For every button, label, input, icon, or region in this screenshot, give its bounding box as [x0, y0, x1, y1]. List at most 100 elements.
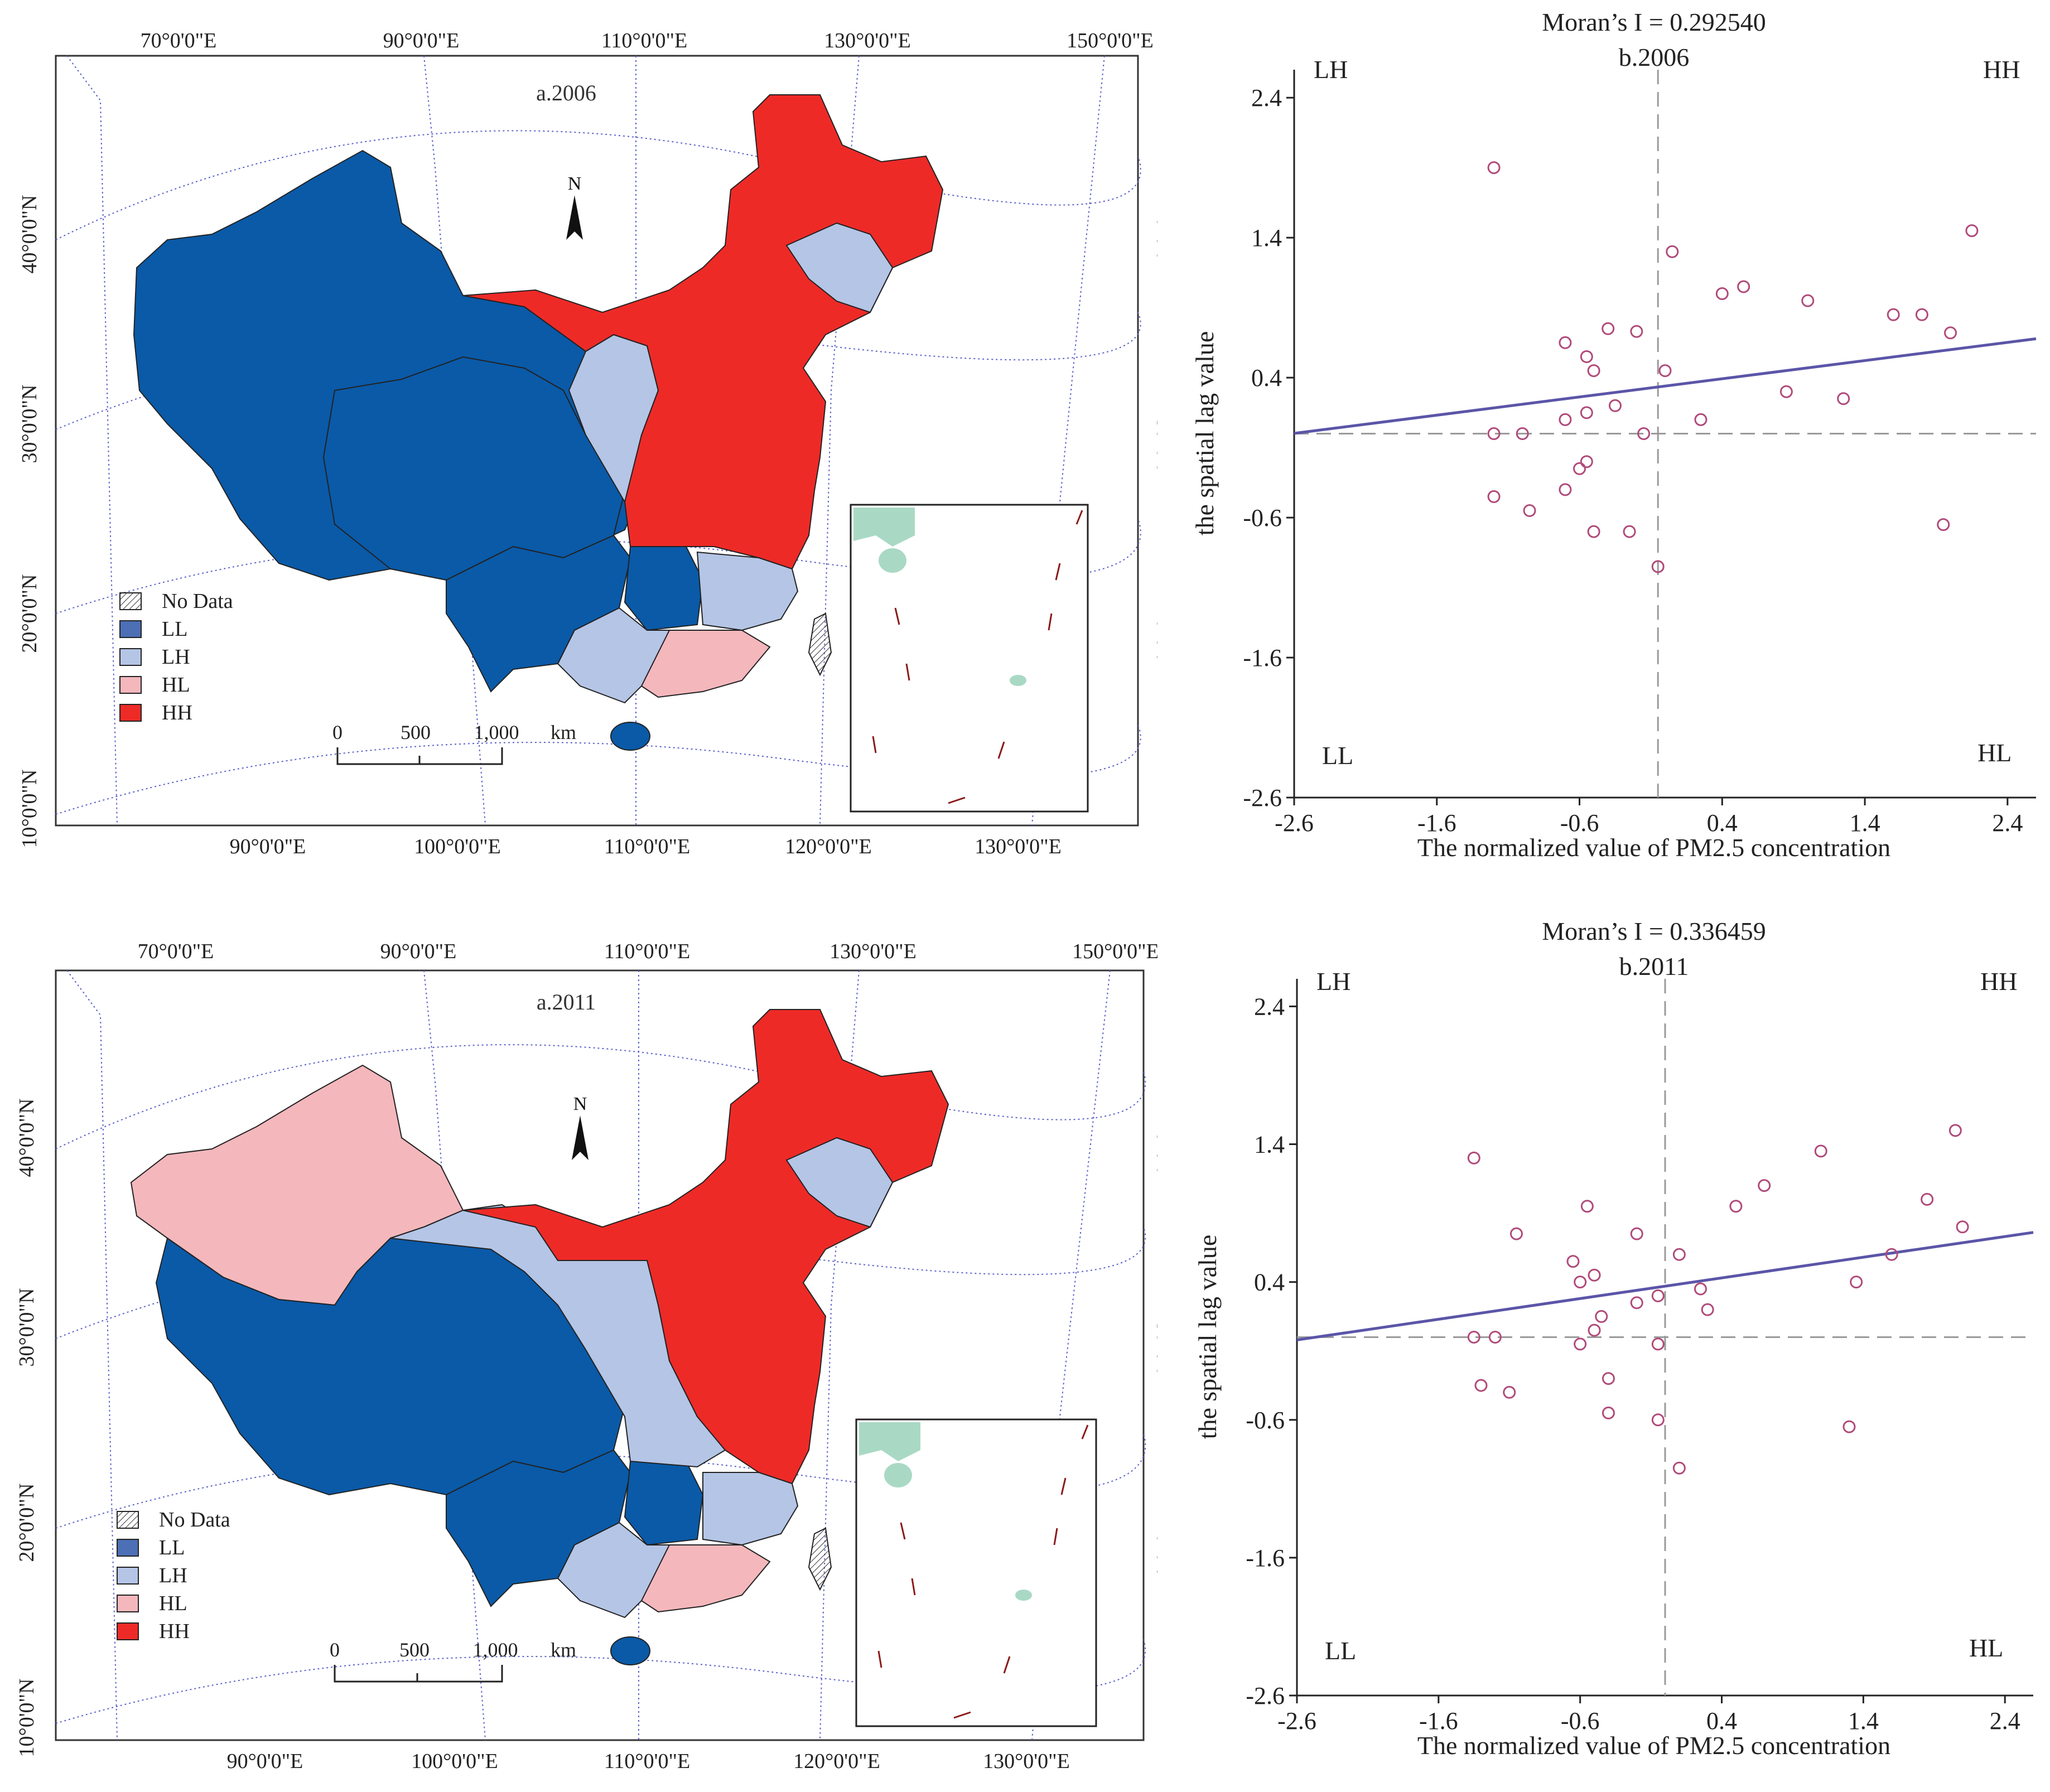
data-point	[1758, 1179, 1771, 1192]
map-svg-2006: N a.2006 No Data LL LH HL HH 0 500 1,000…	[18, 29, 1176, 858]
svg-text:110°0'0"E: 110°0'0"E	[601, 29, 687, 52]
data-point	[1580, 1200, 1594, 1213]
y-tick-label: 2.4	[1254, 993, 1285, 1020]
region-hainan	[610, 722, 650, 751]
y-tick-label: -0.6	[1246, 1407, 1285, 1434]
data-point	[1488, 1331, 1502, 1344]
region-south	[640, 1544, 771, 1613]
data-point	[1814, 1144, 1827, 1158]
legend-swatch-hh	[117, 1622, 139, 1640]
chart-marks: -2.6 -1.6 -0.6 0.4 1.4 2.4 2.4 1.4 0.4 -0.6 -1.6 -2…	[1243, 70, 2037, 837]
chart-marks: -2.6 -1.6 -0.6 0.4 1.4 2.4 2.4 1.4 0.4 -0.6 -1.6 -2…	[1246, 979, 2034, 1735]
data-point	[1779, 385, 1793, 398]
svg-text:40°0'0"N: 40°0'0"N	[1152, 1121, 1157, 1200]
region-hunan	[624, 546, 704, 631]
data-point	[1701, 1303, 1714, 1316]
x-tick-label: 2.4	[1990, 1707, 2020, 1735]
north-arrow: N	[566, 173, 583, 240]
left-lat-labels: 40°0'0"N 30°0'0"N 20°0'0"N 10°0'0"N	[18, 195, 41, 848]
y-axis-label: the spatial lag value	[1193, 1235, 1222, 1440]
bottom-lon-labels: 90°0'0"E 100°0'0"E 110°0'0"E 120°0'0"E 1…	[230, 835, 1062, 858]
legend-swatch-lh	[119, 648, 142, 666]
svg-text:120°0'0"E: 120°0'0"E	[785, 835, 872, 858]
south-china-sea-inset	[855, 1418, 1097, 1727]
region-hunan	[624, 1461, 704, 1546]
svg-text:130°0'0"E: 130°0'0"E	[975, 835, 1062, 858]
data-point	[1474, 1379, 1488, 1392]
top-lon-labels: 70°0'0"E 90°0'0"E 110°0'0"E 130°0'0"E 15…	[141, 29, 1154, 52]
left-lat-labels: 40°0'0"N 30°0'0"N 20°0'0"N 10°0'0"N	[15, 1099, 38, 1757]
legend-swatch-nodata	[119, 592, 142, 610]
data-point	[1602, 1372, 1615, 1385]
region-north	[462, 94, 944, 570]
quadrant-label-hh: HH	[1983, 55, 2020, 84]
x-tick-label: -2.6	[1277, 1707, 1316, 1735]
y-tick-label: -0.6	[1243, 504, 1282, 532]
svg-text:LH: LH	[162, 645, 190, 669]
data-point	[1587, 525, 1600, 538]
data-point	[1915, 308, 1928, 321]
svg-text:N: N	[568, 173, 582, 194]
svg-text:40°0'0"N: 40°0'0"N	[15, 1099, 38, 1177]
data-point	[1850, 1276, 1863, 1289]
map-svg-2011: N a.2011 No Data LL LH HL HH 0 500 1,000…	[15, 940, 1176, 1773]
svg-text:30°0'0"N: 30°0'0"N	[1152, 418, 1157, 497]
region-northeast-lh	[785, 222, 894, 313]
data-point	[1694, 1282, 1707, 1296]
chart-title: Moran’s I = 0.336459	[1542, 917, 1766, 945]
quadrant-label-ll: LL	[1322, 741, 1353, 770]
data-point	[1672, 1248, 1686, 1261]
legend-swatch-hh	[119, 704, 142, 722]
data-point	[1503, 1385, 1516, 1399]
svg-text:90°0'0"E: 90°0'0"E	[383, 29, 460, 52]
svg-text:70°0'0"E: 70°0'0"E	[141, 29, 217, 52]
y-tick-label: -1.6	[1246, 1544, 1285, 1572]
data-point	[1630, 1227, 1643, 1240]
svg-text:130°0'0"E: 130°0'0"E	[983, 1750, 1070, 1773]
svg-text:LH: LH	[159, 1564, 187, 1587]
x-tick-label: -0.6	[1561, 1707, 1600, 1735]
data-point	[1885, 1248, 1898, 1261]
x-tick-label: -0.6	[1560, 809, 1599, 837]
x-tick-label: 0.4	[1706, 1707, 1737, 1735]
data-point	[1651, 1413, 1665, 1427]
data-point	[1559, 413, 1572, 426]
map-legend: No Data LL LH HL HH	[119, 590, 233, 724]
svg-text:40°0'0"N: 40°0'0"N	[18, 195, 41, 274]
data-point	[1630, 1296, 1643, 1310]
scale-bar: 0 500 1,000 km	[332, 721, 576, 765]
svg-text:90°0'0"E: 90°0'0"E	[380, 940, 457, 963]
y-tick-label: 0.4	[1254, 1269, 1285, 1296]
top-lon-labels: 70°0'0"E 90°0'0"E 110°0'0"E 130°0'0"E 15…	[138, 940, 1159, 963]
data-point	[1801, 294, 1815, 307]
svg-text:20°0'0"N: 20°0'0"N	[1152, 1523, 1157, 1601]
scatter-svg-2011: Moran’s I = 0.336459 b.2011 The normaliz…	[1193, 917, 2034, 1760]
svg-text:90°0'0"E: 90°0'0"E	[227, 1750, 303, 1773]
map-label: a.2011	[537, 989, 596, 1015]
moran-scatter-2011: Moran’s I = 0.336459 b.2011 The normaliz…	[1183, 909, 2050, 1789]
map-label: a.2006	[536, 80, 596, 105]
y-tick-label: -2.6	[1243, 784, 1282, 812]
scatter-svg-2006: Moran’s I = 0.292540 b.2006 The normaliz…	[1190, 8, 2037, 862]
x-tick-label: -1.6	[1417, 809, 1456, 837]
svg-text:0: 0	[332, 721, 343, 743]
right-lat-labels: 40°0'0"N 30°0'0"N 20°0'0"N	[1152, 1121, 1176, 1601]
data-point	[1509, 1227, 1523, 1240]
svg-text:150°0'0"E: 150°0'0"E	[1067, 29, 1154, 52]
bottom-lon-labels: 90°0'0"E 100°0'0"E 110°0'0"E 120°0'0"E 1…	[227, 1750, 1070, 1773]
data-point	[1715, 287, 1729, 301]
data-point	[1487, 161, 1501, 175]
data-point	[1573, 462, 1586, 475]
x-tick-label: 1.4	[1850, 809, 1880, 837]
data-point	[1658, 364, 1672, 378]
svg-text:LL: LL	[159, 1536, 185, 1559]
svg-text:90°0'0"E: 90°0'0"E	[230, 835, 306, 858]
y-tick-label: -2.6	[1246, 1682, 1285, 1709]
svg-text:N: N	[573, 1094, 587, 1114]
region-hainan	[610, 1636, 650, 1665]
y-tick-label: 1.4	[1251, 224, 1282, 252]
svg-text:HL: HL	[159, 1592, 187, 1615]
south-china-sea-inset	[850, 504, 1089, 813]
x-axis-label: The normalized value of PM2.5 concentrat…	[1417, 833, 1890, 862]
svg-text:20°0'0"N: 20°0'0"N	[15, 1484, 38, 1562]
